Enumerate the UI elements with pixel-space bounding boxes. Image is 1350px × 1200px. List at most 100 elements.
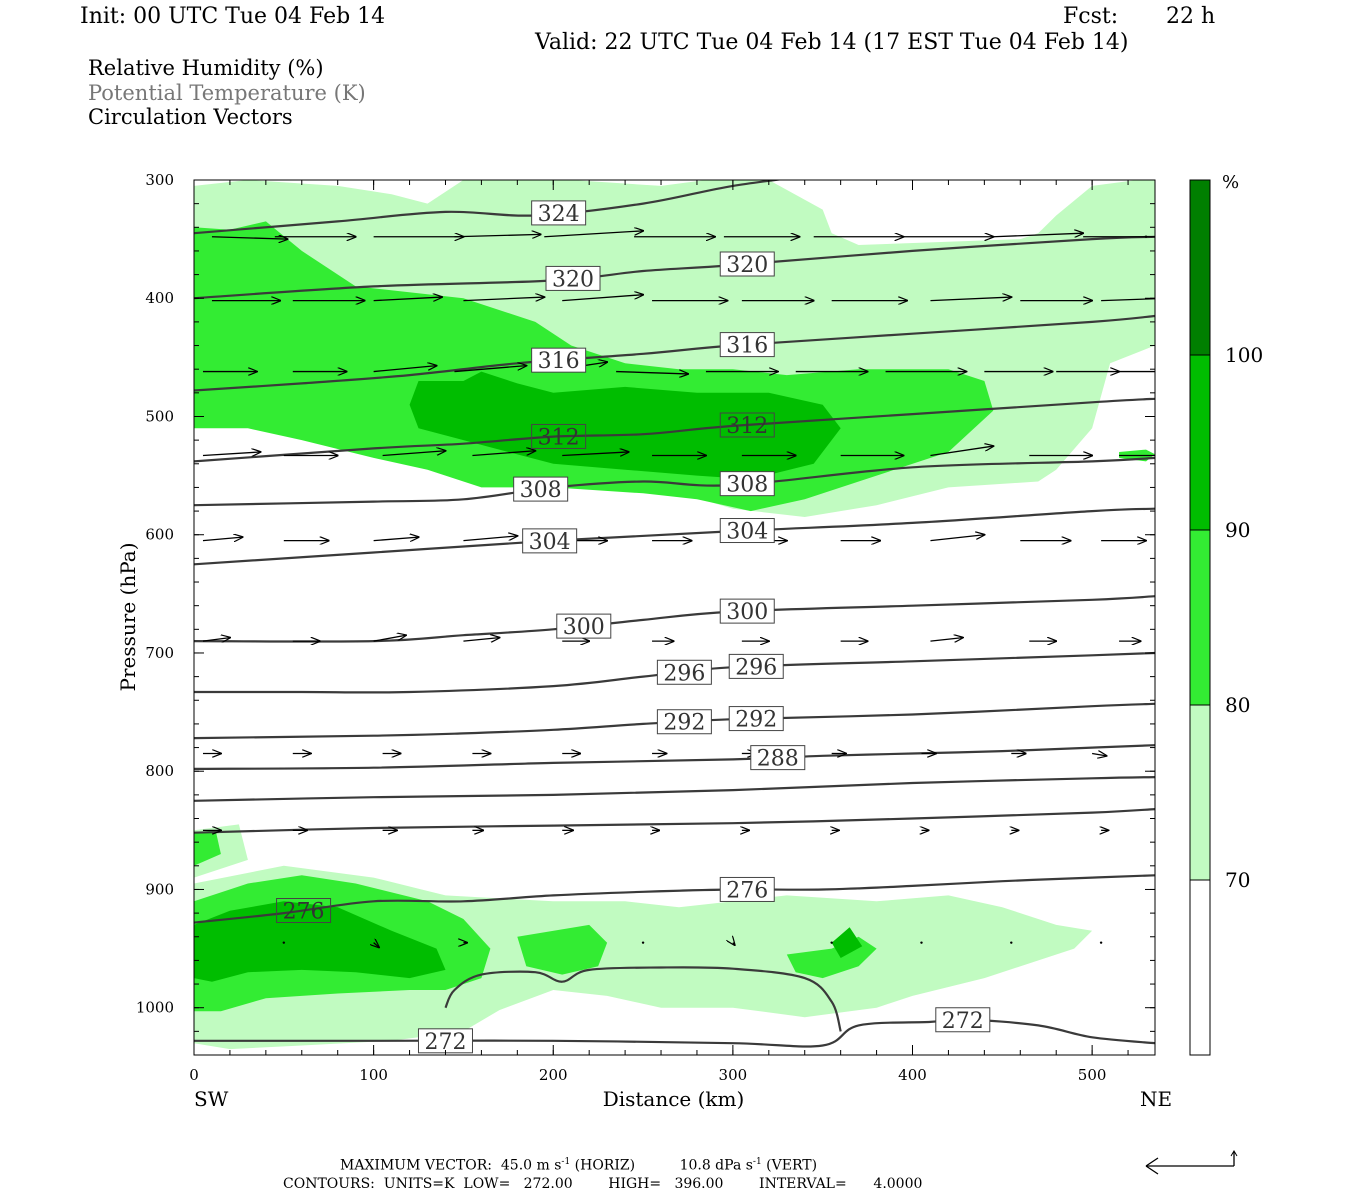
- isentrope-label-312: 312: [531, 423, 587, 450]
- forecast-label: Fcst:: [1063, 4, 1119, 29]
- reference-vector-head: [1145, 1157, 1159, 1175]
- vector-calm: [641, 941, 645, 944]
- colorbar-label: 70: [1225, 868, 1250, 892]
- svg-text:300: 300: [726, 600, 768, 625]
- vector-arrow: [733, 943, 735, 945]
- isentrope-300: [194, 595, 1155, 643]
- y-axis-label: Pressure (hPa): [116, 543, 140, 692]
- contours-text: CONTOURS: UNITS=K LOW= 272.00 HIGH= 396.…: [283, 1176, 923, 1192]
- vector-arrow: [202, 452, 260, 456]
- isentrope-label-304: 304: [522, 528, 578, 555]
- isentrope-label-316: 316: [531, 347, 587, 374]
- x-tick-label: 500: [1078, 1066, 1107, 1084]
- y-tick-label: 400: [145, 289, 174, 307]
- x-tick-label: 400: [898, 1066, 927, 1084]
- isentrope-label-300: 300: [719, 598, 775, 625]
- isentrope-label-296: 296: [728, 653, 784, 680]
- isentrope-label-292: 292: [656, 709, 712, 736]
- isentrope-272: [194, 1018, 1155, 1048]
- y-tick-label: 500: [145, 407, 174, 425]
- field-vectors: Circulation Vectors: [88, 105, 293, 129]
- svg-text:312: 312: [538, 425, 580, 450]
- isentrope-label-324: 324: [531, 200, 587, 227]
- vector-arrow: [616, 372, 688, 374]
- rh-shading: [194, 180, 1155, 1050]
- isentrope-280: [194, 808, 1155, 834]
- y-tick-label: 800: [145, 762, 174, 780]
- vector-arrow: [472, 451, 535, 457]
- isentrope-284: [194, 776, 1155, 802]
- svg-text:296: 296: [735, 655, 777, 680]
- vector-arrow: [374, 943, 379, 948]
- max-vector-text: MAXIMUM VECTOR: 45.0 m s-1 (HORIZ) 10.8 …: [340, 1157, 818, 1174]
- isentrope-label-320: 320: [545, 265, 601, 292]
- vector-arrow: [202, 638, 230, 642]
- vector-arrow: [1101, 298, 1155, 302]
- colorbar-segment: [1189, 704, 1211, 881]
- isentrope-label-276: 276: [276, 898, 332, 925]
- init-time: Init: 00 UTC Tue 04 Feb 14: [80, 4, 386, 29]
- vector-arrow: [930, 638, 962, 642]
- colorbar: 70 80 90 100%: [1189, 172, 1263, 1056]
- forecast-hour: 22 h: [1166, 4, 1216, 29]
- field-theta: Potential Temperature (K): [88, 81, 366, 105]
- plot-frame: [193, 179, 1156, 1056]
- colorbar-label: 90: [1225, 518, 1250, 542]
- vector-arrow: [211, 237, 287, 239]
- vector-arrow: [373, 366, 437, 373]
- svg-text:320: 320: [552, 267, 594, 292]
- y-tick-label: 900: [145, 880, 174, 898]
- vector-arrow: [562, 295, 643, 302]
- x-end-label-ne: NE: [1140, 1087, 1172, 1111]
- vector-calm: [1099, 941, 1103, 944]
- vector-arrow: [382, 451, 446, 457]
- colorbar-segment: [1189, 179, 1211, 356]
- svg-text:308: 308: [520, 478, 562, 503]
- vector-arrow: [463, 297, 544, 301]
- svg-text:292: 292: [735, 708, 777, 733]
- x-tick-label: 0: [189, 1066, 199, 1084]
- vector-calm: [1144, 235, 1148, 238]
- colorbar-unit: %: [1222, 172, 1239, 193]
- svg-text:304: 304: [529, 530, 571, 555]
- isentrope-label-304: 304: [719, 518, 775, 545]
- svg-text:288: 288: [757, 747, 799, 772]
- vector-calm: [830, 941, 833, 944]
- svg-text:292: 292: [663, 711, 705, 736]
- svg-text:276: 276: [283, 900, 325, 925]
- vector-arrow: [373, 635, 406, 642]
- x-axis-label: Distance (km): [603, 1087, 745, 1111]
- isentrope-label-296: 296: [656, 659, 712, 686]
- x-end-label-sw: SW: [194, 1087, 229, 1111]
- isentropes: [194, 180, 1155, 1048]
- isentrope-312: [194, 397, 1155, 463]
- svg-text:316: 316: [538, 349, 580, 374]
- svg-text:276: 276: [726, 878, 768, 903]
- reference-vector: [1145, 1150, 1238, 1175]
- svg-text:312: 312: [726, 414, 768, 439]
- isentrope-296: [194, 651, 1155, 694]
- x-tick-label: 100: [359, 1066, 388, 1084]
- svg-text:320: 320: [726, 253, 768, 278]
- vector-arrow: [930, 297, 1011, 301]
- isentrope-label-292: 292: [728, 706, 784, 733]
- isentrope-label-288: 288: [750, 745, 806, 772]
- colorbar-segment: [1189, 529, 1211, 706]
- vector-arrow: [454, 234, 540, 236]
- vector-arrow: [463, 536, 517, 542]
- colorbar-segment: [1189, 879, 1211, 1056]
- vector-arrow: [373, 297, 442, 301]
- vector-arrow: [930, 535, 984, 542]
- svg-text:308: 308: [726, 473, 768, 498]
- svg-text:316: 316: [726, 334, 768, 359]
- y-tick-label: 700: [145, 644, 174, 662]
- svg-text:296: 296: [663, 661, 705, 686]
- valid-time: Valid: 22 UTC Tue 04 Feb 14 (17 EST Tue …: [535, 30, 1129, 55]
- rh-region-90-10: [194, 901, 446, 982]
- isentrope-label-272: 272: [935, 1007, 991, 1034]
- x-tick-label: 200: [539, 1066, 568, 1084]
- isentrope-272: [444, 966, 842, 1032]
- isentrope-labels: 272 272 276 276 288 292 292 296 296 300 300 304 304 3…: [276, 200, 991, 1055]
- isentrope-308: [194, 456, 1155, 507]
